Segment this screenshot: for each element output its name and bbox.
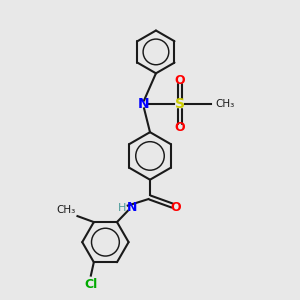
Text: N: N <box>127 202 137 214</box>
Text: CH₃: CH₃ <box>57 205 76 214</box>
Text: Cl: Cl <box>84 278 98 291</box>
Text: O: O <box>174 74 185 87</box>
Text: S: S <box>175 97 185 111</box>
Text: O: O <box>170 202 181 214</box>
Text: CH₃: CH₃ <box>215 99 235 109</box>
Text: N: N <box>138 97 150 111</box>
Text: H: H <box>118 203 126 213</box>
Text: O: O <box>174 121 185 134</box>
